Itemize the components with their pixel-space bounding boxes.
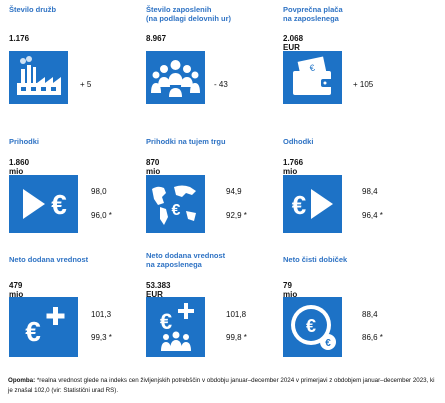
svg-text:€: € bbox=[160, 309, 172, 334]
svg-text:€: € bbox=[325, 338, 331, 349]
coin-euro-icon: € € bbox=[283, 297, 342, 357]
tile-title: Število družb bbox=[9, 5, 57, 14]
tile-index-real: 96,4 * bbox=[362, 211, 383, 220]
tile-index-real: 96,0 * bbox=[91, 211, 112, 220]
tile-index: 101,3 bbox=[91, 310, 112, 319]
tile-title: Neto čisti dobiček bbox=[283, 255, 348, 264]
tile-title: Prihodki na tujem trgu bbox=[146, 137, 226, 146]
tile-index: 98,4 bbox=[362, 187, 378, 196]
tile-title: Povprečna plača na zaposlenega bbox=[283, 5, 343, 23]
arrow-euro-icon: € bbox=[9, 175, 78, 233]
tile-title: Neto dodana vrednost bbox=[9, 255, 89, 264]
tile-change: - 43 bbox=[214, 80, 228, 89]
footnote-text: *realna vrednost glede na indeks cen živ… bbox=[8, 377, 435, 394]
tile-index-real: 99,3 * bbox=[91, 333, 112, 342]
svg-text:€: € bbox=[51, 189, 67, 220]
tile-index-real: 99,8 * bbox=[226, 333, 247, 342]
tile-change: + 105 bbox=[353, 80, 374, 89]
footnote: Opomba: *realna vrednost glede na indeks… bbox=[8, 376, 438, 396]
tile-index-real: 86,6 * bbox=[362, 333, 383, 342]
euro-plus-icon: € bbox=[9, 297, 78, 357]
svg-text:€: € bbox=[292, 190, 306, 220]
tile-index: 88,4 bbox=[362, 310, 378, 319]
svg-text:€: € bbox=[25, 316, 41, 347]
tile-title: Odhodki bbox=[283, 137, 314, 146]
svg-text:€: € bbox=[306, 316, 316, 336]
tile-value: 53.383 EUR bbox=[146, 281, 171, 299]
tile-value: 8.967 bbox=[146, 34, 167, 43]
tile-index-real: 92,9 * bbox=[226, 211, 247, 220]
factory-icon bbox=[9, 51, 68, 104]
tile-value: 2.068 EUR bbox=[283, 34, 304, 52]
tile-change: + 5 bbox=[80, 80, 92, 89]
wallet-icon: € bbox=[283, 51, 342, 104]
tile-title: Neto dodana vrednost na zaposlenega bbox=[146, 251, 226, 269]
tile-value: 1.176 bbox=[9, 34, 30, 43]
tile-title: Prihodki bbox=[9, 137, 40, 146]
svg-text:€: € bbox=[309, 63, 316, 74]
tile-index: 98,0 bbox=[91, 187, 107, 196]
svg-text:€: € bbox=[172, 202, 181, 219]
tile-index: 94,9 bbox=[226, 187, 242, 196]
people-icon bbox=[146, 51, 205, 104]
footnote-label: Opomba: bbox=[8, 377, 36, 384]
euro-arrow-icon: € bbox=[283, 175, 342, 233]
globe-euro-icon: € bbox=[146, 175, 205, 233]
tile-index: 101,8 bbox=[226, 310, 247, 319]
euro-plus-people-icon: € bbox=[146, 297, 205, 357]
tile-title: Število zaposlenih (na podlagi delovnih … bbox=[146, 5, 231, 23]
